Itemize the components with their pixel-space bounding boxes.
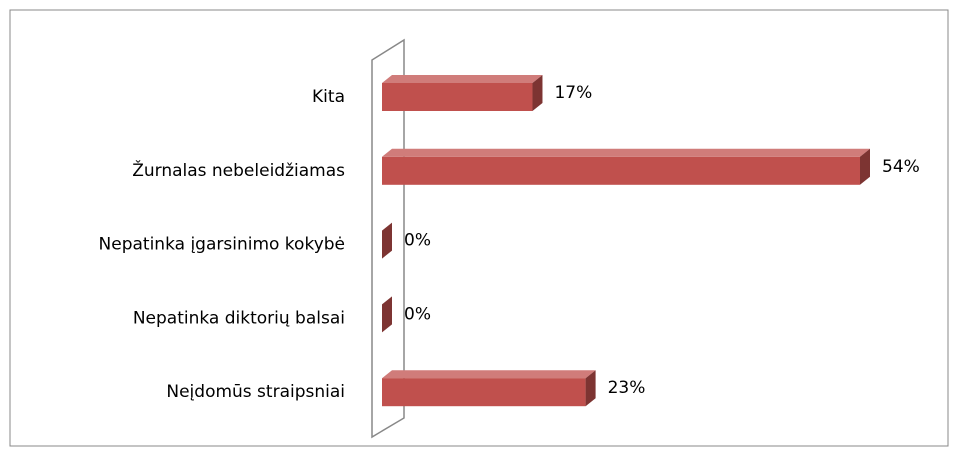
- data-label: 0%: [404, 231, 431, 251]
- bar-top: [382, 75, 543, 83]
- data-label: 23%: [608, 378, 646, 398]
- bar-top: [382, 370, 596, 379]
- bar-side: [382, 296, 392, 333]
- bar-side: [382, 222, 392, 259]
- data-label: 54%: [882, 157, 920, 177]
- bar-top: [382, 148, 870, 157]
- bar-side: [860, 148, 870, 185]
- data-label: 17%: [554, 83, 592, 103]
- category-label: Kita: [312, 87, 345, 107]
- bar: [382, 83, 533, 111]
- category-label: Žurnalas nebeleidžiamas: [132, 159, 345, 181]
- bar-side: [532, 75, 543, 111]
- category-label: Nepatinka įgarsinimo kokybė: [99, 235, 345, 255]
- category-label: Nepatinka diktorių balsai: [133, 308, 345, 328]
- bar: [382, 156, 860, 185]
- bar: [382, 378, 586, 407]
- bar-side: [585, 370, 596, 407]
- category-label: Neįdomūs straipsniai: [166, 382, 345, 402]
- data-label: 0%: [404, 304, 431, 324]
